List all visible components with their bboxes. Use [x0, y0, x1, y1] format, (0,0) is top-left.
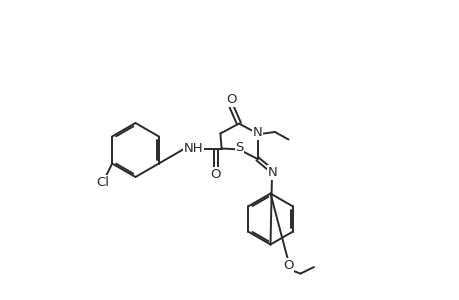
Text: N: N — [267, 166, 277, 179]
Text: O: O — [283, 259, 293, 272]
Text: N: N — [252, 126, 262, 139]
Text: O: O — [226, 93, 236, 106]
Text: O: O — [210, 168, 220, 181]
Text: S: S — [235, 141, 243, 154]
Text: NH: NH — [183, 142, 203, 155]
Text: Cl: Cl — [96, 176, 109, 189]
